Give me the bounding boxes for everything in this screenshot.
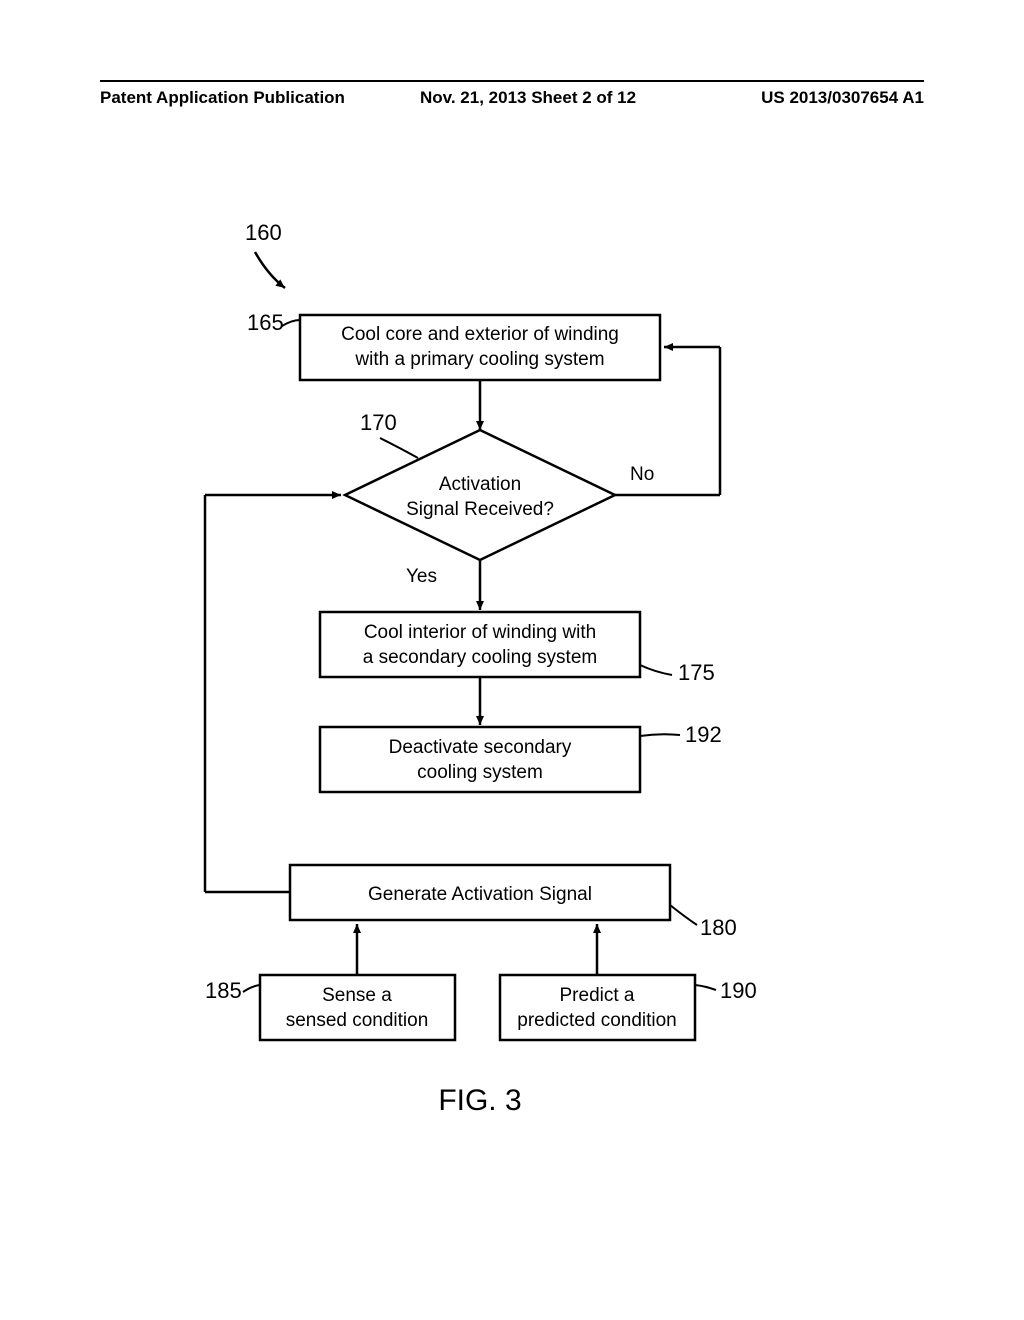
yes-label: Yes — [406, 566, 437, 587]
box-185-line2: sensed condition — [286, 1010, 429, 1031]
box-165-line2: with a primary cooling system — [354, 349, 604, 370]
box-192-line1: Deactivate secondary — [389, 737, 572, 758]
label-165: 165 — [247, 310, 284, 335]
leader-170 — [380, 438, 418, 458]
flowchart-svg: 160 Cool core and exterior of winding wi… — [0, 0, 1024, 1320]
leader-192 — [640, 734, 680, 736]
no-label: No — [630, 464, 654, 485]
figure-title: FIG. 3 — [438, 1084, 521, 1117]
label-175: 175 — [678, 660, 715, 685]
patent-page: Patent Application Publication Nov. 21, … — [0, 0, 1024, 1320]
leader-175 — [640, 665, 672, 675]
label-170: 170 — [360, 410, 397, 435]
box-175-line1: Cool interior of winding with — [364, 622, 596, 643]
label-185: 185 — [205, 978, 242, 1003]
leader-180 — [670, 905, 697, 925]
box-165-line1: Cool core and exterior of winding — [341, 324, 619, 345]
box-185-line1: Sense a — [322, 985, 392, 1006]
box-192-line2: cooling system — [417, 762, 543, 783]
label-190: 190 — [720, 978, 757, 1003]
diamond-170-line1: Activation — [439, 474, 521, 495]
box-175-line2: a secondary cooling system — [363, 647, 597, 668]
ref-160-arrow — [255, 252, 285, 288]
label-192: 192 — [685, 722, 722, 747]
ref-160: 160 — [245, 220, 282, 245]
box-190-line2: predicted condition — [517, 1010, 677, 1031]
leader-185 — [243, 985, 260, 992]
diamond-170-line2: Signal Received? — [406, 499, 554, 520]
box-180-line1: Generate Activation Signal — [368, 884, 592, 905]
leader-165 — [282, 320, 300, 326]
leader-190 — [695, 985, 716, 990]
box-190-line1: Predict a — [560, 985, 635, 1006]
diamond-170 — [345, 430, 615, 560]
label-180: 180 — [700, 915, 737, 940]
